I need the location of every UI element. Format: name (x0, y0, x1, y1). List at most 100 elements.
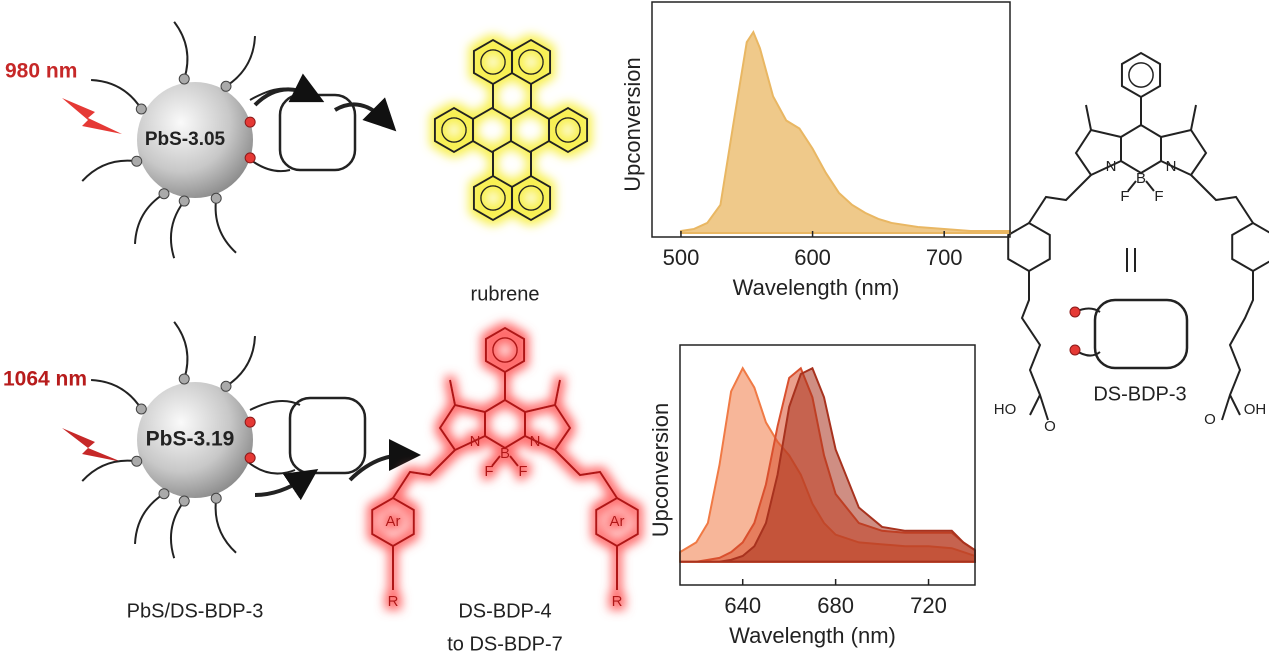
ring (1120, 51, 1162, 99)
ring (371, 496, 415, 548)
bond (491, 455, 519, 467)
ligand (214, 198, 237, 254)
anchor (1069, 306, 1081, 318)
ring (1231, 221, 1269, 273)
laser-bolt (62, 428, 122, 462)
ligand (173, 21, 189, 80)
bond (449, 379, 561, 406)
atom: OH (1244, 401, 1267, 418)
aromatic (480, 49, 506, 75)
ring (484, 326, 526, 374)
atom: F (518, 463, 527, 480)
anchor (244, 116, 256, 128)
atom: N (470, 433, 481, 450)
plot-frame (679, 344, 976, 586)
aromatic (1128, 62, 1154, 88)
x-tick-label: 720 (910, 593, 947, 618)
linker (247, 87, 301, 475)
ligand-head (158, 188, 170, 200)
bond (1190, 174, 1254, 224)
atom: B (500, 445, 510, 462)
ligand-head (158, 488, 170, 500)
ring (510, 174, 552, 222)
rubrene-structure (433, 38, 589, 222)
ring (472, 38, 514, 86)
aromatic (441, 117, 467, 143)
spectrum-area (680, 366, 976, 563)
aromatic (518, 49, 544, 75)
plot-frame (651, 1, 1011, 238)
arrow (254, 469, 319, 501)
atom: B (1136, 170, 1146, 187)
bond (1160, 128, 1208, 177)
y-axis-title: Upconversion (620, 57, 645, 192)
ligand-head (178, 373, 190, 385)
ligand (91, 379, 143, 410)
atom: N (1106, 158, 1117, 175)
atom: Ar (386, 513, 401, 530)
x-tick-label: 700 (926, 245, 963, 270)
nanoparticles: 980 nm 1064 nm PbS-3.05 PbS-3.19 PbS/DS-… (3, 60, 421, 622)
arrow (348, 439, 421, 482)
atom: F (1120, 188, 1129, 205)
ring (471, 106, 513, 154)
ligand (225, 336, 256, 388)
x-tick-label: 600 (794, 245, 831, 270)
pbs-particle (137, 382, 253, 498)
ligand-head (178, 495, 190, 507)
anchor (1069, 344, 1081, 356)
x-axis-title: Wavelength (nm) (733, 275, 900, 300)
laser-label: 1064 nm (3, 368, 87, 391)
ligand-head (210, 492, 222, 504)
loop (1093, 298, 1189, 370)
atom: O (1044, 418, 1056, 435)
laser-bolt (62, 98, 122, 134)
ligand (170, 200, 186, 259)
molecule-label: rubrene (471, 283, 540, 305)
atom: F (484, 463, 493, 480)
ligand-head (178, 73, 190, 85)
ligand (173, 321, 189, 380)
pbs-particle (137, 82, 253, 198)
atom: N (530, 433, 541, 450)
bond (1221, 271, 1254, 421)
bond (392, 449, 456, 499)
ligand-head (220, 380, 232, 392)
atom: Ar (610, 513, 625, 530)
ligand-head (135, 103, 147, 115)
ring (595, 496, 639, 548)
atom: O (1204, 411, 1216, 428)
molecule-label: DS-BDP-4 (458, 600, 551, 622)
ligand (81, 159, 137, 182)
arrow (333, 97, 397, 132)
atom: R (388, 593, 399, 610)
ring (433, 106, 475, 154)
ligand (225, 36, 256, 88)
ligand (170, 500, 186, 559)
aromatic (492, 337, 518, 363)
atom: N (1166, 158, 1177, 175)
ligand-head (131, 455, 143, 467)
equals (1126, 248, 1136, 272)
aromatic (518, 185, 544, 211)
anchor (244, 416, 256, 428)
bond (1085, 104, 1197, 131)
ligand (134, 492, 165, 544)
bond (1074, 128, 1122, 177)
bond (438, 403, 486, 452)
bond (1127, 180, 1155, 192)
ring (472, 174, 514, 222)
ligand (81, 459, 137, 482)
ligand-head (178, 195, 190, 207)
atom: R (612, 593, 623, 610)
spectrum-area (679, 29, 1011, 234)
anchor (244, 452, 256, 464)
anchor (244, 152, 256, 164)
laser-label: 980 nm (5, 60, 77, 83)
ring (510, 38, 552, 86)
x-axis-title: Wavelength (nm) (729, 623, 896, 648)
bond (1028, 174, 1092, 224)
ligand (214, 498, 237, 554)
x-tick-label: 680 (817, 593, 854, 618)
